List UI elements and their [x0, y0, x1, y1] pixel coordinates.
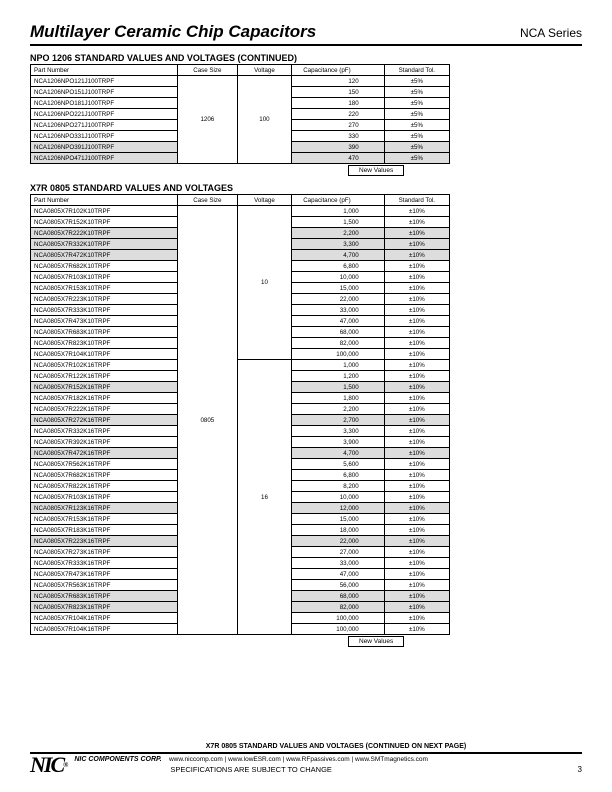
table-row: NCA1206NPO121J100TRPF1206100120±5% [31, 76, 450, 87]
new-values-box-2: New Values [348, 636, 404, 647]
section2-title: X7R 0805 STANDARD VALUES AND VOLTAGES [30, 183, 582, 193]
column-header: Voltage [237, 65, 291, 76]
page-number: 3 [578, 765, 582, 774]
table-row: NCA0805X7R102K16TRPF161,000±10% [31, 360, 450, 371]
logo-block: NIC® [30, 756, 66, 774]
header-bar: Multilayer Ceramic Chip Capacitors NCA S… [30, 22, 582, 46]
column-header: Standard Tol. [384, 195, 449, 206]
logo-icon: NIC® [30, 756, 66, 774]
table-row: NCA0805X7R102K10TRPF0805101,000±10% [31, 206, 450, 217]
footer: X7R 0805 STANDARD VALUES AND VOLTAGES (C… [30, 743, 582, 774]
new-values-box-1: New Values [348, 165, 404, 176]
column-header: Capacitance (pF) [292, 195, 385, 206]
column-header: Standard Tol. [384, 65, 449, 76]
section1-title: NPO 1206 STANDARD VALUES AND VOLTAGES (C… [30, 53, 582, 63]
column-header: Voltage [237, 195, 291, 206]
footer-links: www.niccomp.com | www.lowESR.com | www.R… [164, 756, 428, 763]
spec-change-note: SPECIFICATIONS ARE SUBJECT TO CHANGE [74, 765, 428, 774]
table-section1: Part NumberCase SizeVoltageCapacitance (… [30, 64, 450, 164]
continued-note: X7R 0805 STANDARD VALUES AND VOLTAGES (C… [30, 743, 582, 750]
column-header: Case Size [177, 65, 237, 76]
page-title: Multilayer Ceramic Chip Capacitors [30, 22, 316, 42]
series-label: NCA Series [520, 26, 582, 40]
column-header: Case Size [177, 195, 237, 206]
column-header: Part Number [31, 195, 178, 206]
column-header: Part Number [31, 65, 178, 76]
table-section2: Part NumberCase SizeVoltageCapacitance (… [30, 194, 450, 635]
company-name: NIC COMPONENTS CORP. [74, 756, 161, 763]
column-header: Capacitance (pF) [292, 65, 385, 76]
